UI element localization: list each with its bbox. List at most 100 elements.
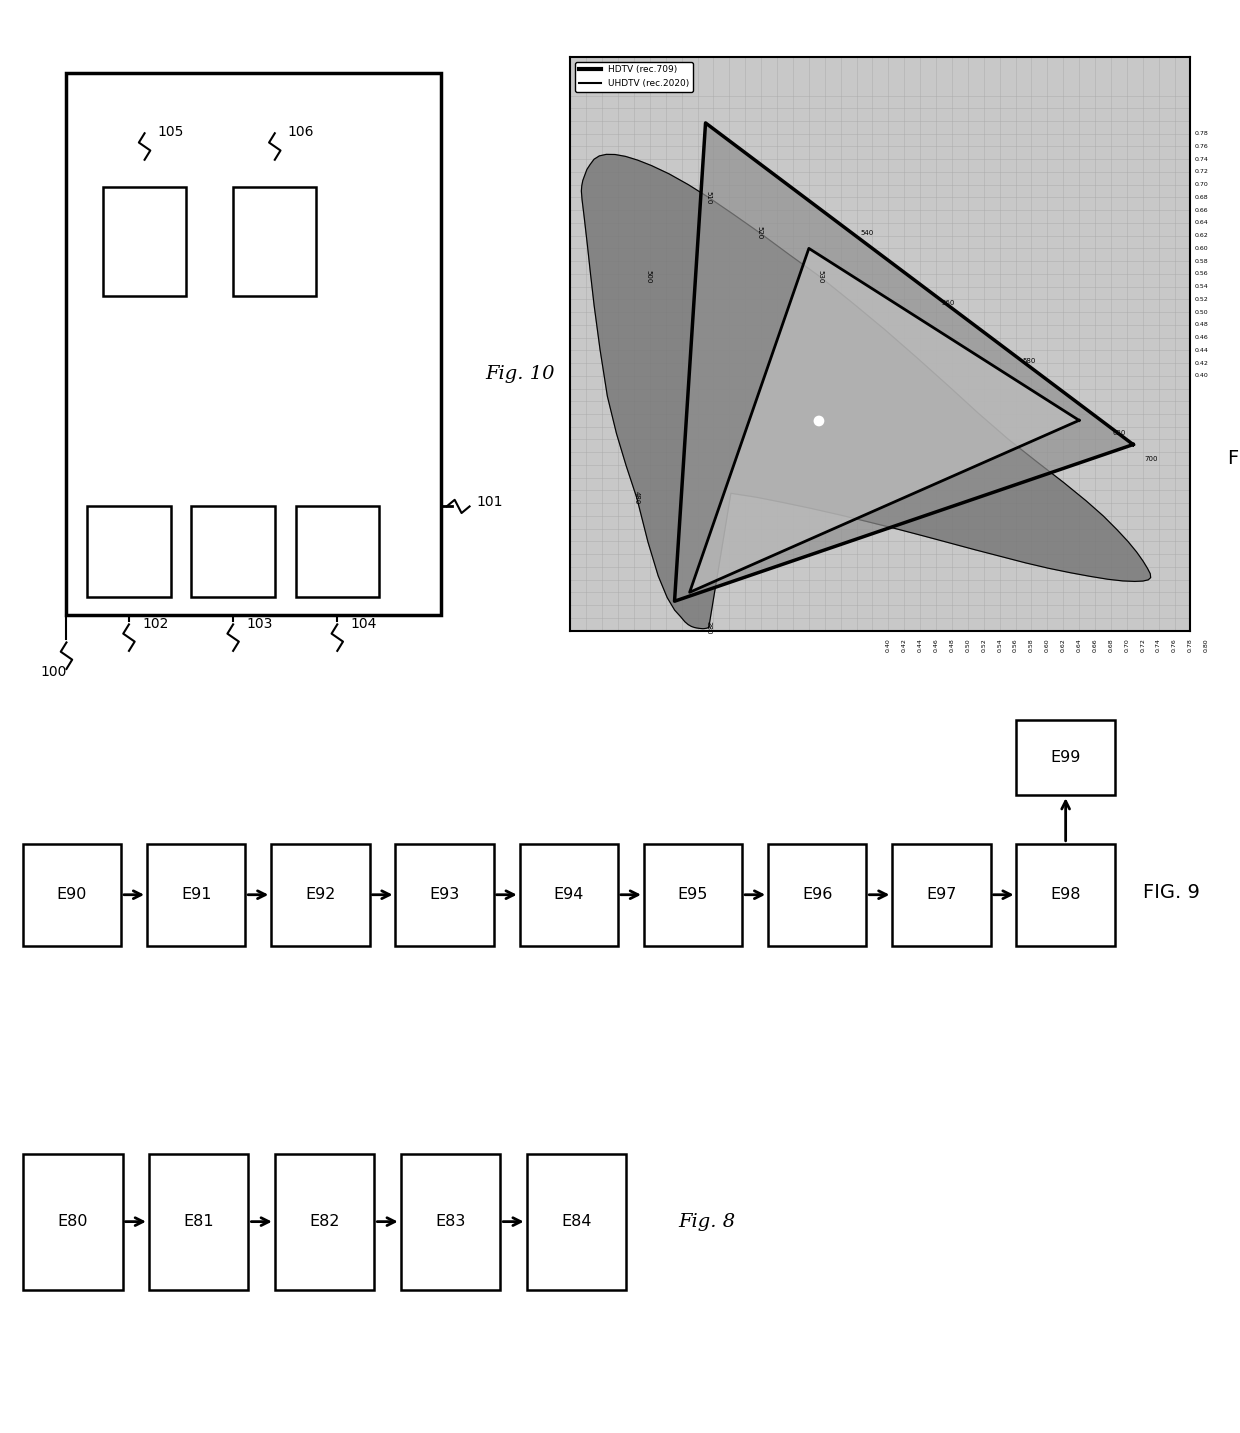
Text: 0.70: 0.70 — [1194, 182, 1208, 188]
FancyBboxPatch shape — [295, 506, 379, 596]
Text: 105: 105 — [157, 125, 184, 139]
Text: 0.72: 0.72 — [1194, 169, 1208, 175]
FancyBboxPatch shape — [233, 188, 316, 295]
FancyBboxPatch shape — [1017, 844, 1115, 946]
FancyBboxPatch shape — [396, 844, 494, 946]
Text: FIG. 7: FIG. 7 — [1228, 449, 1240, 469]
FancyBboxPatch shape — [527, 1154, 626, 1290]
Text: Fig. 10: Fig. 10 — [485, 365, 554, 383]
Text: E94: E94 — [553, 887, 584, 903]
Text: 0.56: 0.56 — [1013, 638, 1018, 652]
Text: 0.72: 0.72 — [1141, 638, 1146, 652]
FancyBboxPatch shape — [893, 844, 991, 946]
Point — [808, 410, 828, 433]
Text: 520: 520 — [756, 226, 763, 239]
Text: E81: E81 — [184, 1214, 215, 1230]
Text: 0.52: 0.52 — [981, 638, 986, 652]
Text: 0.80: 0.80 — [1204, 638, 1209, 652]
FancyBboxPatch shape — [67, 73, 441, 615]
Text: E90: E90 — [57, 887, 87, 903]
Text: 0.50: 0.50 — [1194, 310, 1208, 315]
Text: 0.52: 0.52 — [1194, 297, 1208, 302]
Text: 0.46: 0.46 — [1194, 335, 1208, 340]
Text: 0.60: 0.60 — [1194, 246, 1208, 251]
Text: 102: 102 — [143, 616, 169, 631]
Text: 0.54: 0.54 — [997, 638, 1002, 652]
Text: 0.60: 0.60 — [1045, 638, 1050, 652]
FancyBboxPatch shape — [401, 1154, 500, 1290]
Text: E92: E92 — [305, 887, 336, 903]
FancyBboxPatch shape — [768, 844, 867, 946]
FancyBboxPatch shape — [275, 1154, 374, 1290]
Text: E83: E83 — [435, 1214, 466, 1230]
Text: 0.78: 0.78 — [1188, 638, 1193, 652]
Text: 0.74: 0.74 — [1194, 156, 1208, 162]
Text: E95: E95 — [678, 887, 708, 903]
FancyBboxPatch shape — [520, 844, 618, 946]
Text: 0.58: 0.58 — [1029, 638, 1034, 652]
Text: 101: 101 — [477, 494, 503, 509]
Text: 0.44: 0.44 — [1194, 348, 1208, 353]
Text: 380: 380 — [706, 620, 712, 633]
FancyBboxPatch shape — [191, 506, 275, 596]
Text: E98: E98 — [1050, 887, 1081, 903]
Text: 0.68: 0.68 — [1109, 638, 1114, 652]
Text: 0.76: 0.76 — [1194, 143, 1208, 149]
Text: 0.44: 0.44 — [918, 638, 923, 652]
Text: 480: 480 — [634, 492, 640, 504]
Text: 540: 540 — [861, 231, 874, 236]
Text: 620: 620 — [1112, 430, 1126, 436]
Text: 560: 560 — [941, 299, 955, 305]
Text: 0.70: 0.70 — [1125, 638, 1130, 652]
Text: 0.42: 0.42 — [901, 638, 906, 652]
Text: 0.66: 0.66 — [1194, 208, 1208, 212]
Text: 500: 500 — [646, 269, 652, 284]
Polygon shape — [675, 123, 1133, 602]
Text: E82: E82 — [309, 1214, 340, 1230]
Text: 530: 530 — [817, 269, 823, 284]
Text: 0.40: 0.40 — [885, 638, 890, 652]
FancyBboxPatch shape — [149, 1154, 248, 1290]
Text: 700: 700 — [1145, 456, 1157, 461]
Text: 0.62: 0.62 — [1194, 234, 1208, 238]
FancyBboxPatch shape — [1017, 719, 1115, 795]
Text: E97: E97 — [926, 887, 956, 903]
Text: 0.74: 0.74 — [1156, 638, 1161, 652]
Polygon shape — [689, 248, 1079, 592]
Text: 0.68: 0.68 — [1194, 195, 1208, 201]
Text: 0.48: 0.48 — [950, 638, 955, 652]
Text: 104: 104 — [351, 616, 377, 631]
Text: E93: E93 — [429, 887, 460, 903]
FancyBboxPatch shape — [148, 844, 246, 946]
Text: 0.64: 0.64 — [1194, 221, 1208, 225]
Text: 0.66: 0.66 — [1092, 638, 1097, 652]
Text: 0.78: 0.78 — [1194, 132, 1208, 136]
Text: 0.40: 0.40 — [1194, 373, 1208, 378]
Legend: HDTV (rec.709), UHDTV (rec.2020): HDTV (rec.709), UHDTV (rec.2020) — [575, 62, 693, 92]
Text: 0.48: 0.48 — [1194, 322, 1208, 327]
Text: E91: E91 — [181, 887, 211, 903]
Text: 0.56: 0.56 — [1194, 271, 1208, 277]
Text: 0.42: 0.42 — [1194, 361, 1208, 365]
Text: 580: 580 — [1022, 358, 1035, 364]
Text: 106: 106 — [288, 125, 314, 139]
Text: E84: E84 — [562, 1214, 591, 1230]
Text: E96: E96 — [802, 887, 832, 903]
Text: 0.54: 0.54 — [1194, 284, 1208, 289]
Text: E99: E99 — [1050, 751, 1081, 765]
Text: 0.64: 0.64 — [1076, 638, 1081, 652]
FancyBboxPatch shape — [22, 1154, 123, 1290]
FancyBboxPatch shape — [272, 844, 370, 946]
FancyBboxPatch shape — [22, 844, 122, 946]
Text: 0.62: 0.62 — [1060, 638, 1065, 652]
Text: 510: 510 — [706, 191, 712, 203]
FancyBboxPatch shape — [87, 506, 171, 596]
Text: 0.58: 0.58 — [1194, 258, 1208, 264]
FancyBboxPatch shape — [103, 188, 186, 295]
FancyBboxPatch shape — [644, 844, 743, 946]
Text: 0.46: 0.46 — [934, 638, 939, 652]
Text: FIG. 9: FIG. 9 — [1143, 883, 1200, 901]
Text: 0.50: 0.50 — [965, 638, 971, 652]
Text: E80: E80 — [57, 1214, 88, 1230]
Polygon shape — [582, 155, 1151, 629]
